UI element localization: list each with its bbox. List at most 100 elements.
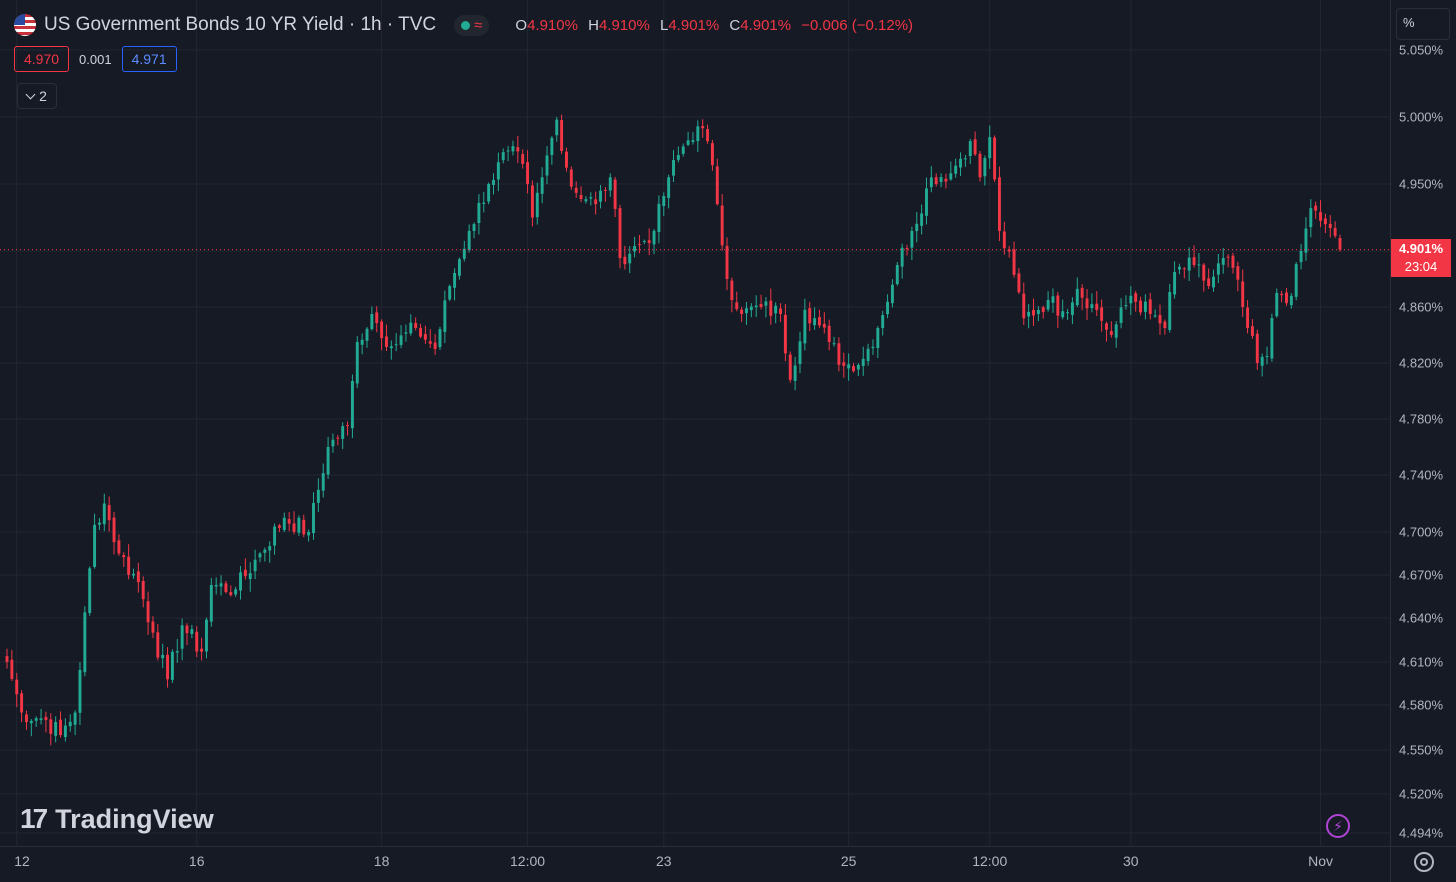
- candle-body: [394, 344, 398, 346]
- candle-body: [1119, 307, 1123, 323]
- price-scale[interactable]: [1390, 0, 1456, 846]
- scale-unit-selector[interactable]: %: [1396, 8, 1450, 40]
- tradingview-logo-text: TradingView: [55, 803, 214, 834]
- candle-body: [929, 177, 933, 188]
- candle-body: [521, 154, 525, 164]
- candle-body: [886, 301, 890, 315]
- chart-pane[interactable]: [0, 0, 1390, 846]
- candle-body: [1207, 278, 1211, 286]
- indicators-toggle-button[interactable]: 2: [17, 83, 57, 109]
- lightning-icon[interactable]: ⚡: [1326, 814, 1350, 838]
- candle-body: [1226, 256, 1230, 258]
- candle-body: [1236, 266, 1240, 280]
- candle-body: [569, 169, 573, 187]
- candle-body: [1231, 255, 1235, 268]
- candle-body: [453, 272, 457, 288]
- settings-gear-icon[interactable]: [1414, 852, 1434, 872]
- candle-body: [1187, 257, 1191, 271]
- time-scale[interactable]: [0, 846, 1390, 882]
- candle-body: [715, 166, 719, 205]
- chevron-down-icon: [25, 89, 36, 99]
- candle-body: [642, 240, 646, 242]
- candle-body: [1323, 218, 1327, 225]
- bar-countdown: 23:04: [1404, 258, 1438, 274]
- candle-body: [54, 722, 58, 736]
- time-tick-label: 16: [188, 853, 205, 869]
- candle-body: [764, 301, 768, 306]
- candle-body: [370, 314, 374, 330]
- candle-body: [603, 190, 607, 192]
- candle-body: [652, 230, 656, 245]
- candle-body: [968, 141, 972, 157]
- candle-body: [321, 473, 325, 491]
- candle-body: [623, 256, 627, 265]
- candle-body: [239, 572, 242, 591]
- candle-body: [414, 323, 418, 328]
- candle-body: [720, 205, 724, 246]
- candle-body: [725, 245, 729, 279]
- symbol-legend[interactable]: US Government Bonds 10 YR Yield · 1h · T…: [14, 10, 913, 40]
- candle-body: [1153, 315, 1157, 317]
- candle-body: [749, 306, 753, 311]
- candle-body: [856, 364, 860, 370]
- candle-body: [297, 517, 301, 533]
- price-tick-label: 4.950%: [1399, 176, 1444, 192]
- candle-body: [852, 365, 855, 372]
- candle-body: [20, 693, 24, 713]
- candle-body: [895, 265, 899, 285]
- candle-body: [555, 119, 559, 136]
- candle-body: [628, 253, 632, 264]
- tradingview-logo-icon: 17: [20, 803, 48, 834]
- candle-body: [419, 327, 422, 337]
- candle-body: [1100, 307, 1104, 321]
- indicators-count: 2: [39, 88, 47, 104]
- candle-body: [336, 437, 340, 439]
- candle-body: [983, 158, 987, 177]
- market-status-badge[interactable]: ≈: [454, 14, 490, 36]
- bid-price-button[interactable]: 4.970: [14, 46, 70, 72]
- candle-body: [10, 659, 14, 679]
- candle-body: [633, 246, 637, 252]
- candle-body: [151, 621, 155, 633]
- candle-body: [827, 325, 831, 342]
- candle-body: [1085, 298, 1089, 309]
- low-value: 4.901%: [668, 16, 720, 34]
- candle-body: [803, 309, 807, 344]
- candle-body: [136, 571, 140, 583]
- symbol-title[interactable]: US Government Bonds 10 YR Yield · 1h · T…: [44, 14, 437, 35]
- candle-body: [686, 140, 690, 145]
- candlestick-chart[interactable]: [0, 0, 1390, 846]
- candle-body: [1216, 263, 1220, 275]
- candle-body: [817, 317, 821, 326]
- candle-body: [1134, 293, 1138, 302]
- candle-body: [350, 381, 354, 429]
- candle-body: [346, 425, 350, 427]
- candle-body: [1255, 333, 1259, 363]
- candle-body: [837, 343, 841, 365]
- candle-body: [1192, 257, 1196, 265]
- candle-body: [1246, 307, 1250, 328]
- ask-price-button[interactable]: 4.971: [121, 46, 177, 72]
- candle-body: [97, 522, 101, 525]
- candle-body: [457, 259, 461, 276]
- candle-body: [1017, 273, 1021, 293]
- candle-body: [190, 629, 194, 634]
- price-tick-label: 4.640%: [1399, 610, 1444, 626]
- candle-body: [939, 177, 943, 183]
- candle-body: [282, 517, 286, 530]
- candle-body: [842, 362, 846, 366]
- candle-body: [754, 305, 758, 308]
- tradingview-logo[interactable]: 17 TradingView: [20, 803, 214, 835]
- candle-body: [900, 247, 904, 267]
- price-tick-label: 4.520%: [1399, 786, 1444, 802]
- candle-body: [1168, 292, 1172, 330]
- candle-body: [618, 208, 622, 258]
- candle-body: [920, 213, 924, 226]
- candle-body: [49, 719, 53, 734]
- candle-body: [501, 152, 505, 161]
- candle-body: [667, 177, 671, 198]
- candle-body: [1080, 287, 1084, 298]
- candle-body: [779, 308, 782, 314]
- candle-body: [1090, 304, 1094, 309]
- candle-body: [161, 654, 165, 659]
